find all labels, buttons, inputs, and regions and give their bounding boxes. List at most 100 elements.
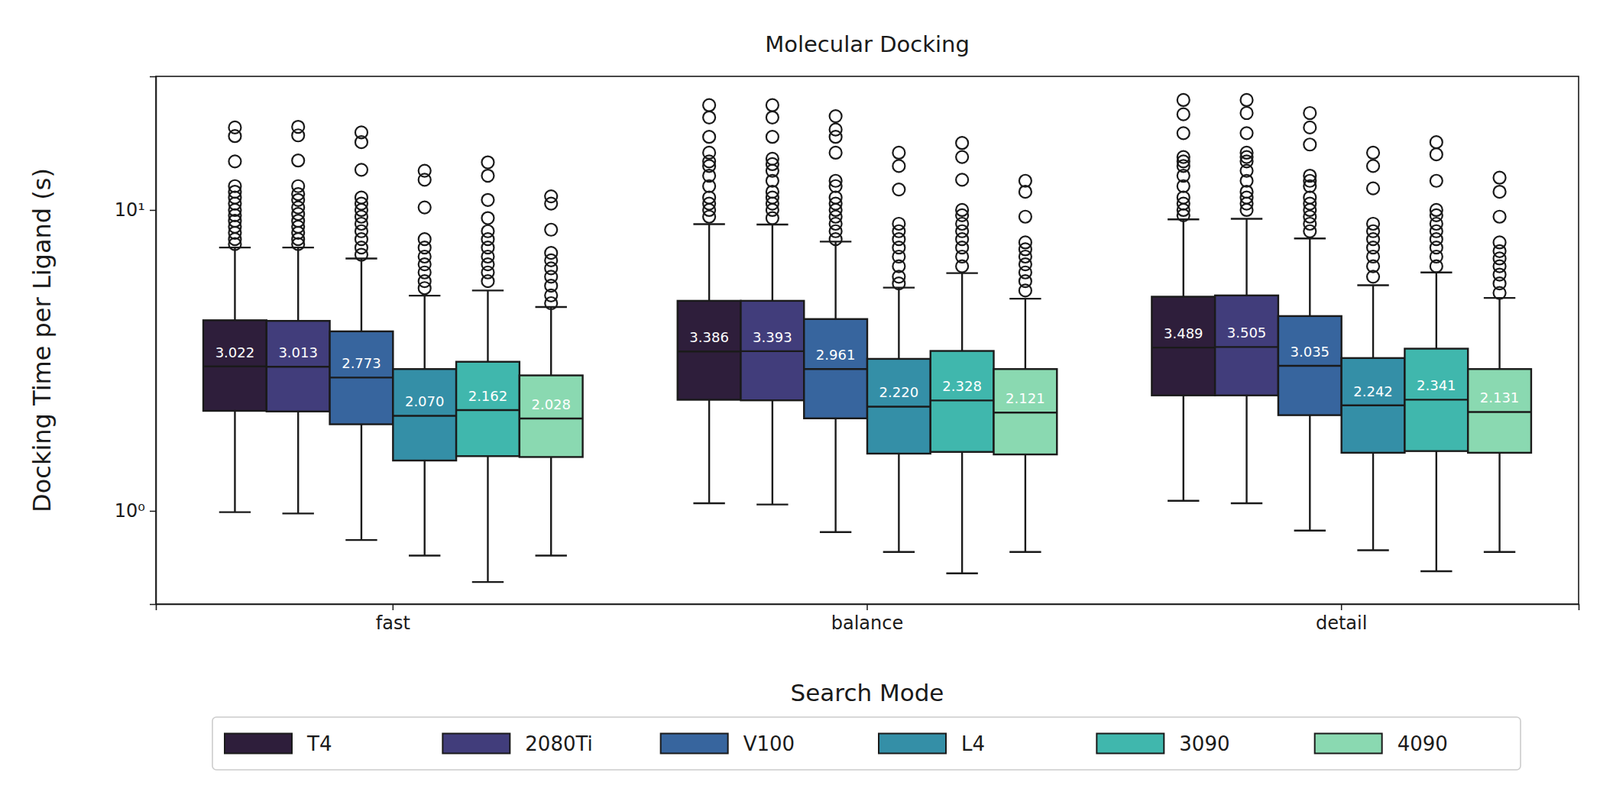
- outlier: [1177, 126, 1190, 140]
- whisker-low: [1308, 415, 1311, 532]
- whisker-high-cap: [1167, 218, 1199, 221]
- whisker-high-cap: [282, 246, 315, 249]
- median: [740, 350, 804, 353]
- y-axis-title: Docking Time per Ligand (s): [27, 168, 57, 513]
- whisker-high-cap: [472, 289, 504, 292]
- y-axis: 10⁰ 10¹: [114, 77, 157, 606]
- outlier: [892, 159, 905, 172]
- outlier: [355, 163, 368, 176]
- whisker-low-cap: [1009, 551, 1041, 554]
- data-label: 2.773: [341, 355, 382, 372]
- whisker-low-cap: [1294, 530, 1326, 532]
- x-tick-mark: [392, 604, 395, 611]
- title: Molecular Docking: [764, 31, 970, 58]
- data-label: 3.489: [1163, 325, 1204, 342]
- median: [1341, 404, 1406, 407]
- outlier: [228, 155, 241, 168]
- whisker-high-cap: [1230, 217, 1263, 220]
- outlier: [544, 197, 558, 211]
- outlier: [829, 233, 843, 246]
- whisker-low-cap: [408, 554, 441, 557]
- box: [803, 319, 868, 419]
- y-tick-label: 10¹: [114, 199, 146, 221]
- x-tick-label: fast: [375, 612, 411, 635]
- outlier: [702, 99, 716, 112]
- whisker-low-cap: [819, 531, 852, 534]
- whisker-low-cap: [472, 581, 504, 583]
- data-label: 3.505: [1227, 324, 1267, 341]
- outlier: [766, 111, 779, 124]
- outlier: [291, 154, 305, 167]
- outlier: [228, 238, 241, 251]
- box: [677, 301, 742, 401]
- whisker-low-cap: [1483, 551, 1516, 554]
- outlier: [1019, 242, 1032, 256]
- outlier: [702, 210, 716, 224]
- outlier: [1303, 138, 1316, 151]
- outlier: [355, 249, 368, 262]
- whisker-high-cap: [819, 240, 852, 243]
- legend-label: L4: [961, 732, 985, 756]
- whisker-high-cap: [345, 257, 377, 260]
- outlier: [1303, 210, 1316, 224]
- outlier: [1430, 136, 1443, 149]
- outlier: [544, 190, 558, 203]
- median: [930, 399, 995, 402]
- outlier: [892, 183, 905, 196]
- outlier: [892, 277, 905, 290]
- outlier: [355, 136, 368, 149]
- outlier: [1366, 182, 1380, 195]
- x-tick-label: detail: [1315, 612, 1367, 635]
- outlier: [1493, 185, 1507, 198]
- whisker-low-cap: [1230, 502, 1263, 505]
- outlier: [1240, 106, 1254, 120]
- whisker-low: [1024, 454, 1027, 553]
- median: [203, 365, 267, 368]
- median: [1151, 346, 1215, 349]
- whisker-low-cap: [693, 502, 725, 505]
- whisker-high: [771, 224, 774, 302]
- whisker-low: [360, 424, 363, 541]
- data-label: 2.131: [1480, 389, 1520, 406]
- median: [1214, 346, 1279, 348]
- whisker-high: [486, 290, 489, 362]
- outlier: [892, 146, 905, 159]
- outlier: [481, 275, 494, 288]
- outlier: [829, 146, 843, 159]
- whisker-high: [897, 288, 900, 360]
- median: [330, 376, 394, 379]
- whisker-low: [1498, 453, 1500, 553]
- outlier: [1303, 180, 1316, 193]
- x-axis-title: Search Mode: [790, 679, 945, 707]
- median: [1404, 398, 1468, 401]
- outlier: [355, 241, 368, 254]
- median: [867, 405, 931, 408]
- box: [1341, 358, 1406, 454]
- legend-label: V100: [743, 732, 795, 756]
- outlier: [1303, 106, 1316, 120]
- x-tick-label: balance: [831, 612, 904, 635]
- box-series: [456, 136, 1468, 583]
- y-tick: 10¹: [114, 199, 156, 221]
- outlier: [1019, 284, 1032, 297]
- x-axis: fast balance detail: [156, 604, 1580, 635]
- median: [677, 350, 742, 353]
- whisker-low: [1372, 453, 1374, 551]
- box: [1278, 316, 1342, 416]
- y-tick-label: 10⁰: [114, 500, 146, 522]
- whisker-low: [424, 460, 426, 557]
- legend-swatch: [660, 734, 729, 755]
- legend-label: T4: [306, 732, 332, 756]
- box: [1214, 295, 1279, 396]
- x-tick-mark: [866, 604, 869, 611]
- outlier: [1366, 159, 1380, 172]
- box-series: [203, 93, 1215, 513]
- x-tick: balance: [831, 604, 904, 635]
- x-axis-line: [156, 605, 1580, 612]
- whisker-low-cap: [345, 539, 377, 541]
- box-series: [330, 106, 1342, 541]
- outlier: [829, 110, 843, 123]
- box: [392, 369, 457, 461]
- outlier: [1240, 126, 1254, 140]
- data-label: 2.961: [816, 346, 856, 363]
